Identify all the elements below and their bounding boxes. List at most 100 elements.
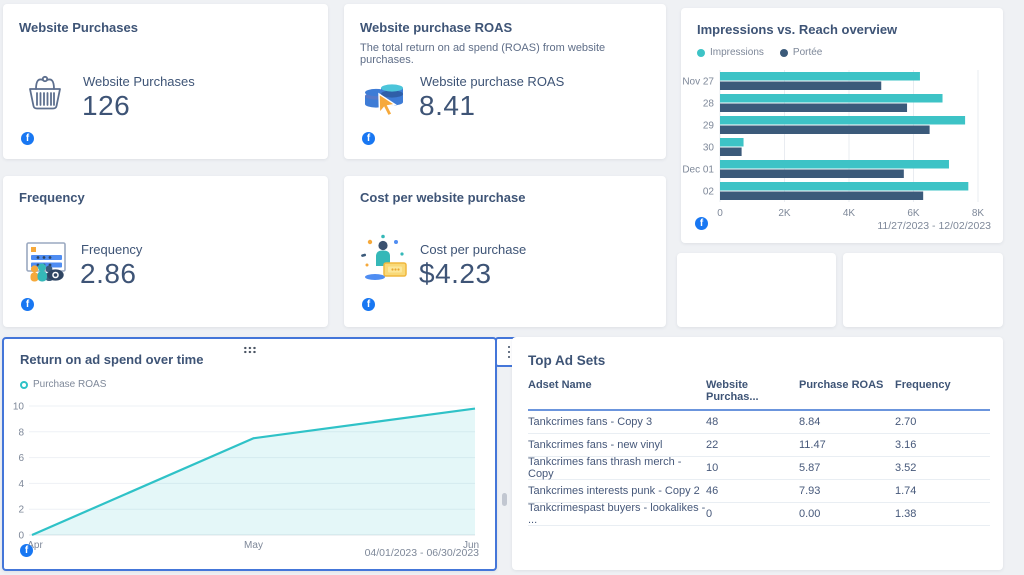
impressions-reach-chart[interactable]: 0 2K 4K 6K 8K Nov 27 28 29 30 Dec 01 02 xyxy=(681,64,1003,227)
svg-text:0: 0 xyxy=(717,208,723,219)
card-title: Cost per website purchase xyxy=(360,190,526,205)
bar-impressions-0[interactable] xyxy=(720,72,920,81)
metric-value: $4.23 xyxy=(419,258,492,289)
card-empty-placeholder-1[interactable] xyxy=(677,253,836,327)
legend-swatch xyxy=(20,380,28,389)
table-cell: 46 xyxy=(706,485,719,497)
facebook-icon: f xyxy=(695,217,708,230)
roas-area-svg: 0 2 4 6 8 10 Apr May Jun xyxy=(13,402,479,552)
table-row-1: Tankcrimes fans - new vinyl 22 11.47 3.16 xyxy=(528,434,990,457)
card-impressions-reach[interactable]: Impressions vs. Reach overview Impressio… xyxy=(681,8,1003,243)
bar-impressions-3[interactable] xyxy=(720,138,744,147)
line-chart-legend: Purchase ROAS xyxy=(20,379,106,390)
table-cell: 1.74 xyxy=(895,485,917,497)
chart-date-range: 11/27/2023 - 12/02/2023 xyxy=(877,220,991,232)
bar-portée-2[interactable] xyxy=(720,125,930,135)
table-cell: 3.16 xyxy=(895,439,917,451)
table-cell: 8.84 xyxy=(799,416,821,428)
table-cell: 7.93 xyxy=(799,485,821,497)
svg-text:Jun: Jun xyxy=(463,540,479,551)
card-title: Return on ad spend over time xyxy=(20,352,204,367)
coins-cursor-icon xyxy=(365,84,403,117)
area-fill xyxy=(32,408,475,535)
table-header-row: Adset Name Website Purchas... Purchase ROA… xyxy=(528,379,990,411)
svg-text:6K: 6K xyxy=(907,208,920,219)
legend-swatch xyxy=(779,48,788,57)
table-row-2: Tankcrimes fans thrash merch - Copy 10 5.8… xyxy=(528,456,990,480)
svg-text:2K: 2K xyxy=(778,208,791,219)
bar-portée-3[interactable] xyxy=(720,147,742,157)
legend-item-impressions[interactable]: Impressions xyxy=(697,47,764,58)
card-title: Website Purchases xyxy=(19,20,138,35)
facebook-icon: f xyxy=(362,298,375,311)
column-header-0[interactable]: Adset Name xyxy=(528,379,592,391)
table-cell: Tankcrimes fans thrash merch - Copy xyxy=(528,456,682,480)
table-cell: Tankcrimespast buyers - lookalikes - ... xyxy=(528,502,706,526)
metric-label: Cost per purchase xyxy=(420,242,527,257)
person-money-icon xyxy=(361,234,407,280)
bar-impressions-1[interactable] xyxy=(720,94,943,103)
metric-value: 8.41 xyxy=(419,90,476,121)
metric-value: 126 xyxy=(82,90,131,121)
legend-item-purchase-roas[interactable]: Purchase ROAS xyxy=(20,379,106,390)
bar-portée-0[interactable] xyxy=(720,81,882,91)
bar-portée-1[interactable] xyxy=(720,103,908,113)
svg-text:Nov 27: Nov 27 xyxy=(682,77,714,88)
card-website-purchases[interactable]: Website Purchases Website Purchases 126 … xyxy=(3,4,328,159)
facebook-icon: f xyxy=(21,298,34,311)
drag-handle-icon[interactable] xyxy=(242,346,257,354)
svg-text:28: 28 xyxy=(703,99,715,110)
column-header-3[interactable]: Frequency xyxy=(895,379,951,391)
legend-item-portée[interactable]: Portée xyxy=(779,47,822,58)
table-cell: 0 xyxy=(706,508,713,520)
metric-label: Website purchase ROAS xyxy=(420,74,565,89)
svg-text:2: 2 xyxy=(18,505,24,516)
svg-text:30: 30 xyxy=(703,143,715,154)
table-cell: Tankcrimes fans - Copy 3 xyxy=(528,416,653,428)
table-cell: 2.70 xyxy=(895,416,917,428)
table-row-3: Tankcrimes interests punk - Copy 2 46 7.93… xyxy=(528,480,990,503)
svg-text:6: 6 xyxy=(18,453,24,464)
svg-text:8K: 8K xyxy=(972,208,985,219)
bar-portée-5[interactable] xyxy=(720,191,924,201)
table-row-0: Tankcrimes fans - Copy 3 48 8.84 2.70 xyxy=(528,411,990,434)
scrollbar-thumb[interactable] xyxy=(502,493,507,506)
svg-text:May: May xyxy=(244,540,263,551)
table-body: Tankcrimes fans - Copy 3 48 8.84 2.70 Tankcr… xyxy=(528,411,990,526)
bar-impressions-2[interactable] xyxy=(720,116,966,125)
svg-text:10: 10 xyxy=(13,402,25,413)
bar-portée-4[interactable] xyxy=(720,169,904,179)
card-website-purchase-roas[interactable]: Website purchase ROAS The total return o… xyxy=(344,4,666,159)
table-cell: 1.38 xyxy=(895,508,917,520)
card-frequency[interactable]: Frequency Frequency 2.86 f xyxy=(3,176,328,327)
ad-sets-table: Adset Name Website Purchas... Purchase ROA… xyxy=(528,379,990,526)
roas-over-time-chart[interactable]: 0 2 4 6 8 10 Apr May Jun xyxy=(4,339,495,573)
card-title: Top Ad Sets xyxy=(528,353,606,368)
facebook-icon: f xyxy=(21,132,34,145)
card-cost-per-purchase[interactable]: Cost per website purchase Cost per purch… xyxy=(344,176,666,327)
card-roas-over-time[interactable]: 0 2 4 6 8 10 Apr May Jun Return on ad spend over… xyxy=(2,337,497,571)
table-cell: Tankcrimes fans - new vinyl xyxy=(528,439,663,451)
column-header-2[interactable]: Purchase ROAS xyxy=(799,379,884,391)
card-title: Website purchase ROAS xyxy=(360,20,513,35)
card-empty-placeholder-2[interactable] xyxy=(843,253,1003,327)
bar-chart-legend: Impressions Portée xyxy=(697,47,822,58)
purchase-roas-line[interactable] xyxy=(31,407,476,537)
card-description: The total return on ad spend (ROAS) from… xyxy=(360,42,606,66)
svg-text:29: 29 xyxy=(703,121,715,132)
card-title: Impressions vs. Reach overview xyxy=(697,22,898,37)
column-header-1[interactable]: Website Purchas... xyxy=(706,379,759,403)
bar-impressions-4[interactable] xyxy=(720,160,949,169)
card-top-ad-sets[interactable]: Top Ad Sets Adset Name Website Purchas...… xyxy=(512,337,1003,570)
legend-label: Purchase ROAS xyxy=(33,379,107,390)
svg-text:Apr: Apr xyxy=(27,540,43,551)
table-cell: Tankcrimes interests punk - Copy 2 xyxy=(528,485,700,497)
audience-views-icon xyxy=(26,242,66,282)
chart-date-range: 04/01/2023 - 06/30/2023 xyxy=(364,547,479,559)
svg-text:4K: 4K xyxy=(843,208,856,219)
bar-impressions-5[interactable] xyxy=(720,182,969,191)
metric-label: Website Purchases xyxy=(83,74,195,89)
metric-value: 2.86 xyxy=(80,258,137,289)
svg-text:8: 8 xyxy=(18,427,24,438)
